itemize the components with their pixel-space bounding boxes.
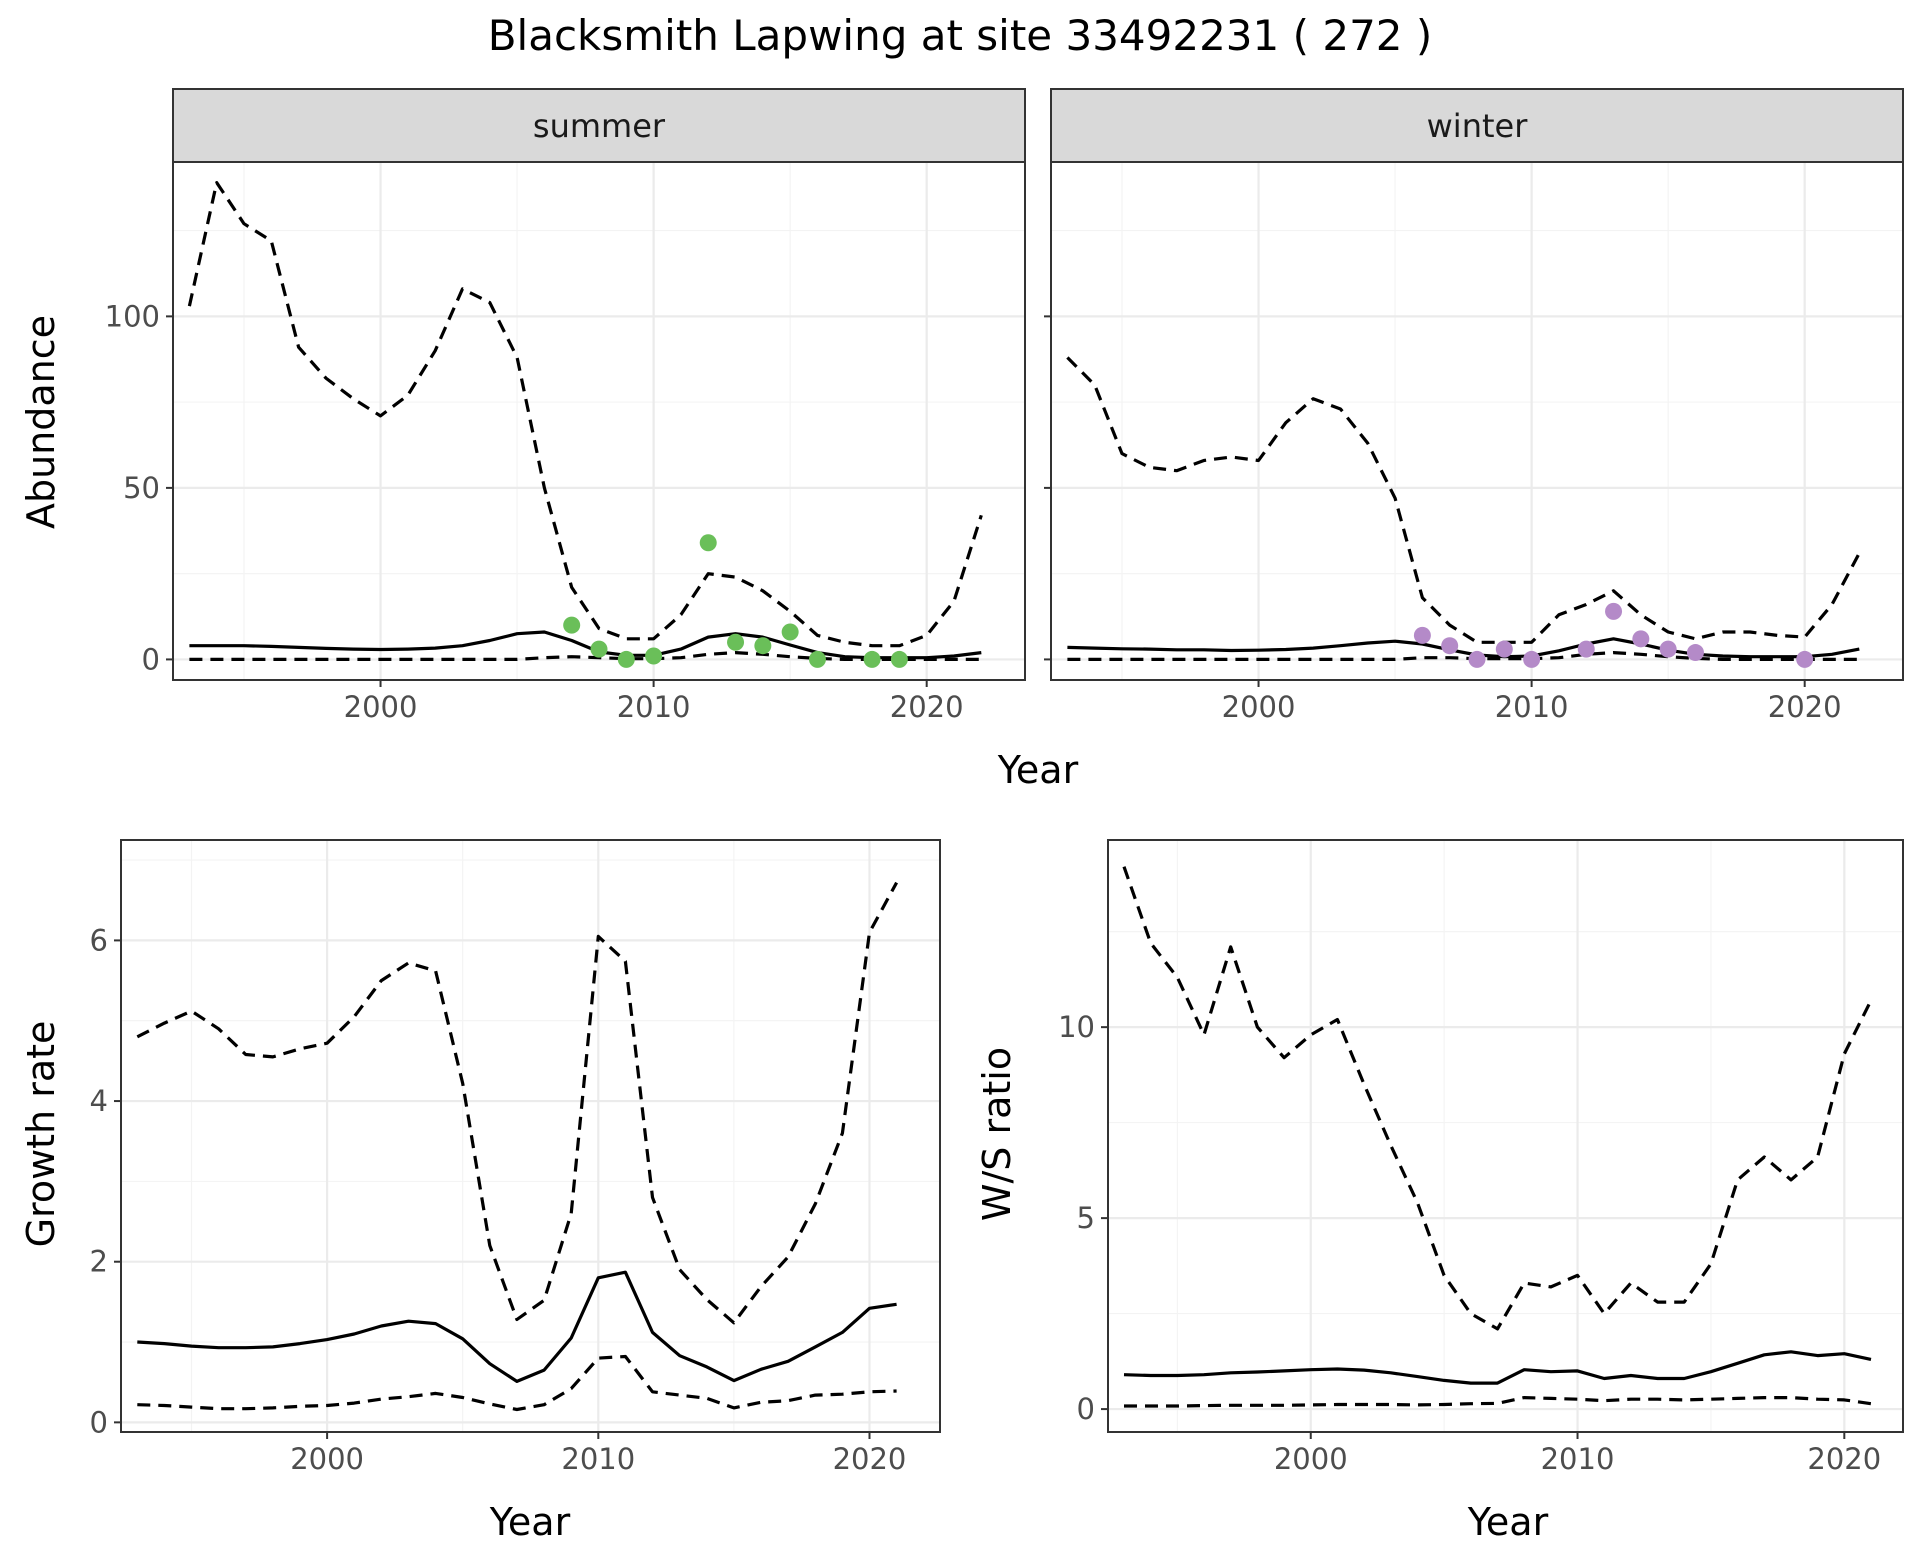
facet-winter: winter xyxy=(1050,88,1904,163)
summer-observed-point xyxy=(699,534,717,552)
summer-observed-point xyxy=(617,650,635,668)
winter-observed-point xyxy=(1441,637,1459,655)
strip-winter xyxy=(1050,88,1904,163)
figure-title: Blacksmith Lapwing at site 33492231 ( 27… xyxy=(488,11,1433,60)
winter-observed-point xyxy=(1577,640,1595,658)
winter-estimate-line xyxy=(1067,637,1860,659)
summer-observed-point xyxy=(754,637,772,655)
growth-estimate-line xyxy=(137,1270,897,1383)
summer-observed-point xyxy=(563,616,581,634)
winter-panel: 2000 2010 2020 xyxy=(1044,161,1904,724)
summer-observed-point xyxy=(645,647,663,665)
growth-lower-bound-line xyxy=(137,1354,897,1412)
growth-x-tick-label: 2010 xyxy=(561,1442,635,1476)
strip-summer xyxy=(172,88,1026,163)
growth-x-tick-label: 2000 xyxy=(290,1442,364,1476)
growth-y-tick-label: 4 xyxy=(90,1084,108,1118)
summer-panel-background xyxy=(173,162,1025,680)
abundance-y-axis-title: Abundance xyxy=(19,315,63,529)
ratio-panel-border xyxy=(1107,839,1904,1433)
winter-observed-point xyxy=(1796,650,1814,668)
ratio-estimate-line xyxy=(1123,1350,1872,1385)
ratio-panel-background xyxy=(1108,840,1903,1432)
winter-observed-point xyxy=(1686,644,1704,662)
winter-observed-point xyxy=(1632,630,1650,648)
strip-label-summer: summer xyxy=(533,107,666,145)
summer-observed-point xyxy=(863,650,881,668)
ratio-y-tick-label: 5 xyxy=(1077,1201,1095,1235)
ws-ratio-plot: Year W/S ratio 2000 2010 2020 0 5 10 xyxy=(975,839,1904,1544)
ratio-y-axis-title: W/S ratio xyxy=(975,1047,1019,1221)
winter-panel-background xyxy=(1051,162,1903,680)
ratio-y-tick-label: 10 xyxy=(1058,1010,1095,1044)
summer-lower-bound-line xyxy=(189,651,982,661)
summer-x-tick-label: 2000 xyxy=(344,690,418,724)
summer-observed-point xyxy=(727,633,745,651)
winter-x-tick-label: 2020 xyxy=(1768,690,1842,724)
ratio-x-tick-label: 2020 xyxy=(1807,1442,1881,1476)
summer-y-tick-label: 100 xyxy=(105,299,160,333)
winter-observed-point xyxy=(1523,650,1541,668)
ratio-x-tick-label: 2000 xyxy=(1274,1442,1348,1476)
growth-x-tick-label: 2020 xyxy=(833,1442,907,1476)
winter-observed-point xyxy=(1468,650,1486,668)
abundance-x-axis-title: Year xyxy=(997,748,1079,792)
summer-observed-point xyxy=(808,650,826,668)
growth-upper-bound-line xyxy=(136,881,899,1325)
growth-y-tick-label: 2 xyxy=(90,1245,108,1279)
winter-x-tick-label: 2000 xyxy=(1222,690,1296,724)
summer-panel: 2000 2010 2020 0 50 100 xyxy=(105,161,1026,724)
growth-y-tick-label: 6 xyxy=(90,923,108,957)
growth-y-axis-title: Growth rate xyxy=(19,1021,63,1248)
summer-observed-point xyxy=(890,650,908,668)
summer-y-tick-label: 50 xyxy=(123,471,160,505)
growth-rate-plot: Year Growth rate 2000 2010 2020 0 2 4 6 xyxy=(19,839,941,1544)
winter-observed-point xyxy=(1659,640,1677,658)
summer-x-tick-label: 2010 xyxy=(617,690,691,724)
growth-y-tick-label: 0 xyxy=(90,1405,108,1439)
winter-observed-point xyxy=(1495,640,1513,658)
growth-x-axis-title: Year xyxy=(489,1500,571,1544)
growth-panel-border xyxy=(120,839,941,1433)
ratio-panel: 2000 2010 2020 0 5 10 xyxy=(1058,839,1904,1476)
summer-y-tick-label: 0 xyxy=(142,642,160,676)
growth-panel: 2000 2010 2020 0 2 4 6 xyxy=(90,839,941,1476)
winter-upper-bound-line xyxy=(1066,356,1861,644)
growth-panel-background xyxy=(121,840,940,1432)
strip-label-winter: winter xyxy=(1427,107,1529,145)
summer-upper-bound-line xyxy=(187,181,983,648)
summer-observed-point xyxy=(781,623,799,641)
ratio-x-axis-title: Year xyxy=(1467,1500,1549,1544)
ratio-x-tick-label: 2010 xyxy=(1541,1442,1615,1476)
summer-estimate-line xyxy=(189,630,982,660)
summer-x-tick-label: 2020 xyxy=(890,690,964,724)
winter-lower-bound-line xyxy=(1067,651,1860,661)
facet-summer: summer xyxy=(172,88,1026,163)
winter-observed-point xyxy=(1413,626,1431,644)
ratio-y-tick-label: 0 xyxy=(1077,1392,1095,1426)
winter-x-tick-label: 2010 xyxy=(1495,690,1569,724)
winter-observed-point xyxy=(1605,602,1623,620)
summer-observed-point xyxy=(590,640,608,658)
ratio-upper-bound-line xyxy=(1122,866,1873,1331)
abundance-plot: Year Abundance 2000 2010 2020 0 50 100 2000 201… xyxy=(19,88,1904,792)
